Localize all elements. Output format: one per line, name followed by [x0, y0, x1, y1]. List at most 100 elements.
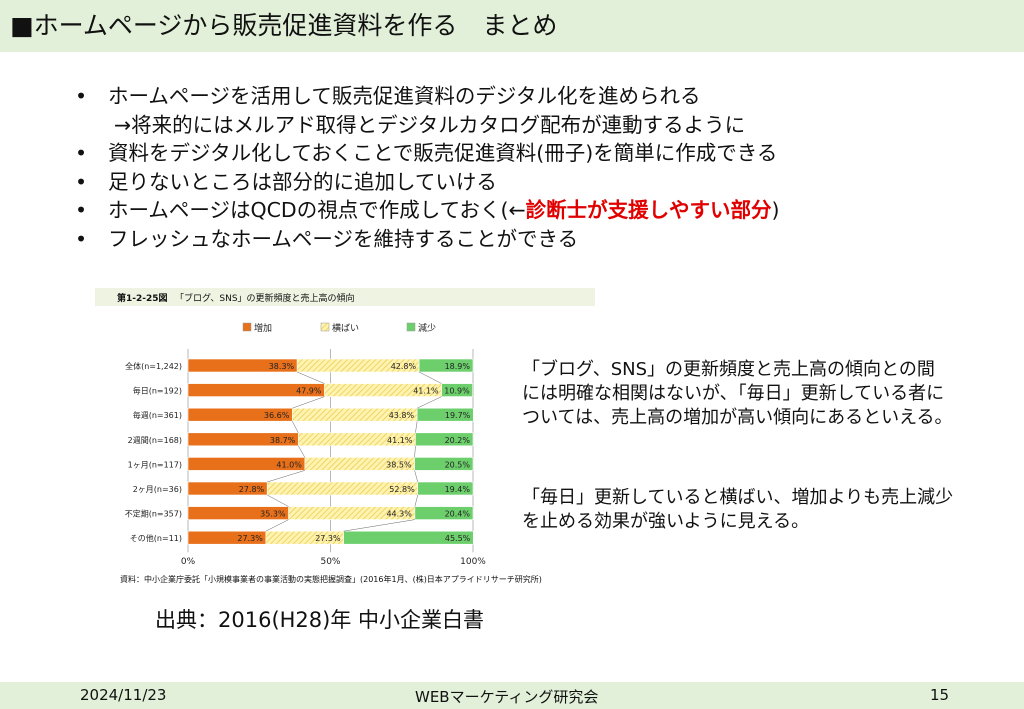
analysis-line: ついては、売上高の増加が高い傾向にあるといえる。 [522, 407, 953, 428]
chart-title: 「ブログ、SNS」の更新頻度と売上高の傾向 [175, 294, 355, 304]
connector-line [292, 396, 325, 409]
connector-line [414, 445, 416, 458]
chart-figure: 第1-2-25図 「ブログ、SNS」の更新頻度と売上高の傾向 増加 横ばい 減少 0%… [95, 288, 595, 588]
category-label: 毎日(n=192) [133, 386, 182, 396]
legend-swatch [406, 322, 416, 332]
footer-bar [0, 682, 1024, 709]
bar-value-label: 44.3% [386, 510, 412, 519]
bar-value-label: 38.7% [270, 436, 296, 445]
category-label: 不定期(n=357) [125, 509, 182, 519]
bullet-item: • ホームページはQCDの視点で作成しておく(←診断士が支援しやすい部分) [72, 196, 972, 225]
legend-label: 横ばい [332, 322, 359, 334]
connector-line [415, 421, 418, 433]
bullet-dot: • [75, 198, 88, 222]
bar-value-label: 27.3% [315, 534, 341, 543]
bar-value-label: 52.8% [389, 485, 415, 494]
bullet-text: ホームページを活用して販売促進資料のデジタル化を進められる [108, 84, 701, 108]
bullet-text: 資料をデジタル化しておくことで販売促進資料(冊子)を簡単に作成できる [108, 141, 778, 165]
bullet-dot: • [75, 169, 88, 194]
legend-swatch [242, 322, 252, 332]
bar-segment [416, 407, 474, 422]
page-number: 15 [930, 686, 950, 704]
bar-value-label: 27.8% [239, 485, 265, 494]
bullet-dot: • [75, 141, 88, 165]
bar-value-label: 41.1% [387, 436, 413, 445]
bullet-item: • フレッシュなホームページを維持することができる [72, 225, 972, 254]
bar-value-label: 43.8% [389, 411, 415, 420]
source-citation: 出典：2016(H28)年 中小企業白書 [155, 608, 485, 632]
analysis-line: を止める効果が強いように見える。 [522, 511, 810, 532]
legend-label: 減少 [418, 322, 436, 334]
figure-number: 第1-2-25図 [117, 294, 168, 304]
category-label: その他(n=11) [130, 533, 182, 543]
bullet-dot: • [75, 226, 88, 251]
bullet-text-end: ) [771, 198, 780, 222]
connector-line [298, 445, 306, 458]
category-label: 2週間(n=168) [128, 436, 182, 445]
chart-header: 第1-2-25図 「ブログ、SNS」の更新頻度と売上高の傾向 [95, 288, 595, 306]
chart-source-note: 資料：中小企業庁委託「小規模事業者の事業活動の実態把握調査」(2016年1月、(… [120, 575, 542, 584]
bar-value-label: 41.1% [413, 387, 439, 396]
bar-value-label: 20.4% [445, 510, 471, 519]
category-label: 1ヶ月(n=117) [128, 460, 182, 469]
analysis-line: 「ブログ、SNS」の更新頻度と売上高の傾向との間 [522, 359, 935, 380]
slide-title: ■ホームページから販売促進資料を作る まとめ [10, 11, 558, 40]
connector-line [414, 494, 418, 507]
bar-value-label: 42.8% [391, 362, 417, 371]
bar-value-label: 35.3% [260, 510, 286, 519]
bar-segment [415, 432, 474, 447]
bullet-dot: • [75, 84, 88, 108]
bullet-item: • 足りないところは部分的に追加していける [72, 168, 972, 197]
bar-segment [417, 481, 474, 496]
bar-value-label: 45.5% [445, 534, 471, 543]
bar-segment [441, 383, 474, 397]
stacked-bar-chart: 増加 横ばい 減少 0% 50% 100% 全体(n=1,242) 38.3% 42.8% 18.… [125, 322, 487, 567]
bullet-list: • ホームページを活用して販売促進資料のデジタル化を進められる →将来的にはメル… [72, 82, 972, 253]
bar-value-label: 19.4% [445, 485, 471, 494]
connector-line [343, 519, 415, 532]
bullet-subtext: →将来的にはメルアド取得とデジタルカタログ配布が連動するように [114, 112, 746, 137]
bar-value-label: 18.9% [445, 362, 471, 371]
bullet-text: ホームページはQCDの視点で作成しておく(← [108, 198, 526, 222]
x-tick-label: 50% [320, 557, 340, 567]
connector-line [419, 371, 442, 384]
connector-line [267, 494, 289, 507]
bar-value-label: 47.9% [296, 387, 322, 396]
category-label: 2ヶ月(n=36) [133, 485, 182, 494]
connector-line [417, 396, 442, 409]
bullet-item: • ホームページを活用して販売促進資料のデジタル化を進められる →将来的にはメル… [72, 82, 972, 139]
bar-value-label: 27.3% [237, 534, 263, 543]
connector-line [292, 421, 299, 433]
footer-organization: WEBマーケティング研究会 [415, 688, 599, 706]
connector-line [267, 470, 305, 483]
bar-segment [418, 358, 474, 373]
connector-line [414, 470, 418, 483]
bar-value-label: 10.9% [444, 387, 470, 396]
footer-date: 2024/11/23 [80, 686, 167, 704]
connector-line [265, 519, 289, 532]
category-label: 毎週(n=361) [133, 410, 182, 420]
bar-segment [414, 506, 474, 520]
title-bar [0, 0, 1024, 52]
bullet-text: 足りないところは部分的に追加していける [108, 169, 497, 194]
analysis-line: には明確な相関はないが、「毎日」更新している者に [522, 383, 945, 404]
bullet-text: フレッシュなホームページを維持することができる [108, 226, 579, 251]
legend-swatch [320, 322, 330, 332]
bullet-item: • 資料をデジタル化しておくことで販売促進資料(冊子)を簡単に作成できる [72, 139, 972, 168]
analysis-text-2: 「毎日」更新していると横ばい、増加よりも売上減少 を止める効果が強いように見える… [522, 486, 953, 534]
category-label: 全体(n=1,242) [125, 361, 182, 371]
bar-value-label: 19.7% [445, 411, 471, 420]
connector-line [297, 371, 325, 384]
x-tick-label: 0% [181, 557, 196, 567]
bar-segment [414, 457, 474, 471]
bar-value-label: 38.3% [269, 362, 295, 371]
bar-value-label: 38.5% [386, 460, 412, 469]
x-tick-label: 100% [460, 557, 486, 567]
legend-label: 増加 [254, 322, 272, 334]
analysis-text-1: 「ブログ、SNS」の更新頻度と売上高の傾向との間 には明確な相関はないが、「毎日… [522, 358, 953, 430]
bar-value-label: 20.5% [445, 460, 471, 469]
bar-value-label: 20.2% [445, 436, 471, 445]
analysis-line: 「毎日」更新していると横ばい、増加よりも売上減少 [522, 487, 954, 508]
bar-value-label: 41.0% [276, 460, 302, 469]
bar-segment [343, 530, 474, 545]
